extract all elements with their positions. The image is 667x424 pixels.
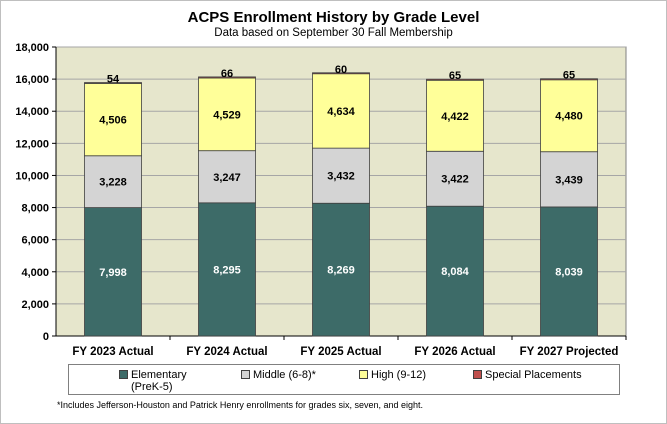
x-tick-label: FY 2026 Actual [414,346,495,358]
bar-high-9-12 [540,79,598,153]
bar-middle-6-8 [312,147,370,204]
legend-swatch-special-placements [473,370,482,379]
legend-label-elementary-line2: (PreK-5) [131,381,173,393]
legend: Elementary (PreK-5) Middle (6-8)* High (… [68,364,620,395]
data-label-special-placements: 65 [449,70,461,82]
y-tick-label: 0 [43,331,49,343]
data-label-high-9-12: 4,634 [327,106,355,118]
bar-special-placements [198,76,256,79]
data-label-high-9-12: 4,480 [555,111,583,123]
data-label-middle-6-8: 3,439 [555,174,583,186]
legend-label-high: High (9-12) [371,369,427,381]
x-tick-label: FY 2023 Actual [72,346,153,358]
bar-middle-6-8 [84,155,142,208]
y-tick-label: 18,000 [15,42,49,54]
bar-middle-6-8 [198,150,256,204]
data-label-elementary-prek-5: 8,084 [441,266,469,278]
bar-high-9-12 [426,79,484,152]
x-tick-label: FY 2025 Actual [300,346,381,358]
data-label-special-placements: 54 [107,74,120,86]
y-tick-label: 2,000 [21,299,49,311]
y-tick-label: 4,000 [21,267,49,279]
bar-elementary-prek-5 [312,202,370,337]
bar-elementary-prek-5 [426,205,484,337]
data-label-elementary-prek-5: 7,998 [99,267,127,279]
y-tick-label: 12,000 [15,138,49,150]
bar-middle-6-8 [540,151,598,208]
data-label-high-9-12: 4,529 [213,109,241,121]
data-label-special-placements: 60 [335,64,347,76]
bar-special-placements [426,78,484,81]
legend-label-middle: Middle (6-8)* [253,369,316,381]
data-label-elementary-prek-5: 8,269 [327,265,355,277]
data-label-special-placements: 65 [563,70,575,82]
data-label-middle-6-8: 3,422 [441,174,469,186]
y-tick-label: 10,000 [15,170,49,182]
data-label-high-9-12: 4,422 [441,111,469,123]
legend-swatch-elementary [119,370,128,379]
bar-high-9-12 [312,73,370,149]
legend-swatch-high [359,370,368,379]
x-tick-label: FY 2027 Projected [520,346,619,358]
x-tick-label: FY 2024 Actual [186,346,267,358]
bar-special-placements [540,78,598,81]
y-tick-label: 6,000 [21,235,49,247]
y-tick-label: 8,000 [21,203,49,215]
data-label-elementary-prek-5: 8,039 [555,266,583,278]
y-tick-label: 16,000 [15,74,49,86]
footnote: *Includes Jefferson-Houston and Patrick … [57,400,424,410]
legend-label-elementary-line1: Elementary [131,369,187,381]
chart-title: ACPS Enrollment History by Grade Level [187,9,480,26]
bar-middle-6-8 [426,150,484,207]
bar-special-placements [84,82,142,84]
data-label-special-placements: 66 [221,68,233,80]
bar-high-9-12 [84,83,142,157]
chart-subtitle: Data based on September 30 Fall Membersh… [214,27,453,39]
bar-elementary-prek-5 [84,207,142,337]
bar-special-placements [312,72,370,75]
y-tick-label: 14,000 [15,106,49,118]
data-label-elementary-prek-5: 8,295 [213,264,241,276]
data-label-middle-6-8: 3,228 [99,177,127,189]
bar-elementary-prek-5 [540,206,598,337]
data-label-middle-6-8: 3,247 [213,172,241,184]
data-label-middle-6-8: 3,432 [327,171,355,183]
bar-high-9-12 [198,77,256,152]
legend-label-special-placements: Special Placements [485,369,582,381]
legend-label-elementary: Elementary (PreK-5) [131,369,187,393]
data-label-high-9-12: 4,506 [99,115,127,127]
bar-elementary-prek-5 [198,202,256,337]
legend-swatch-middle [241,370,250,379]
